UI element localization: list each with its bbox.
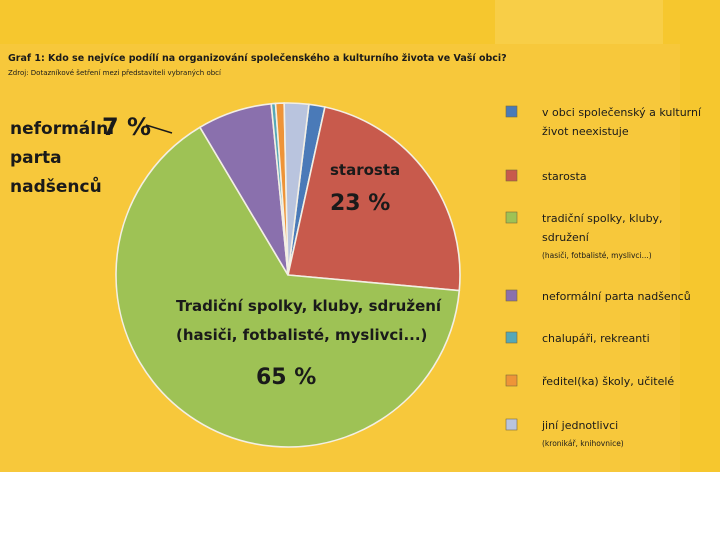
parta-percent: 7 % (102, 113, 151, 141)
legend-label-1-line-1: v obci společenský a kulturní (542, 106, 702, 119)
parta-label-line-2: parta (10, 148, 62, 168)
pie (115, 102, 461, 448)
parta-label-line-1: neformální (10, 119, 115, 139)
spolky-slice-label: Tradiční spolky, kluby, sdružení (176, 297, 442, 315)
chart-title: Graf 1: Kdo se nejvíce podílí na organiz… (8, 53, 507, 64)
spolky-slice-sublabel: (hasiči, fotbalisté, myslivci...) (176, 326, 427, 344)
legend-label-3-line-1: tradiční spolky, kluby, (542, 212, 663, 225)
legend-swatch-2 (505, 169, 518, 182)
parta-label-line-3: nadšenců (10, 175, 102, 197)
legend-label-5-line-1: chalupáři, rekreanti (542, 332, 650, 345)
legend-swatch-6 (505, 374, 518, 387)
legend-sublabel-7: (kronikář, knihovnice) (542, 439, 624, 448)
parta-pointer-line (145, 124, 173, 134)
pie-slice-3 (115, 126, 461, 448)
legend-swatch-5 (505, 331, 518, 344)
legend: v obci společenský a kulturní život neexi… (505, 105, 702, 448)
chart-subtitle: Zdroj: Dotazníkové šetření mezi představ… (8, 69, 222, 77)
legend-swatch-7 (505, 418, 518, 431)
starosta-slice-label: starosta (330, 161, 400, 179)
legend-label-2-line-1: starosta (542, 170, 587, 183)
legend-label-1-line-2: život neexistuje (542, 125, 629, 138)
legend-swatch-1 (505, 105, 518, 118)
legend-label-3-line-2: sdružení (542, 231, 590, 244)
spolky-slice-percent: 65 % (256, 365, 316, 390)
legend-label-7-line-1: jiní jednotlivci (541, 419, 618, 432)
legend-label-6-line-1: ředitel(ka) školy, učitelé (542, 375, 674, 388)
pie-slice-2 (287, 106, 461, 292)
pie-slice-7 (283, 102, 310, 276)
legend-swatch-3 (505, 211, 518, 224)
legend-swatch-4 (505, 289, 518, 302)
legend-sublabel-3: (hasiči, fotbalisté, myslivci...) (542, 251, 652, 260)
legend-label-4-line-1: neformální parta nadšenců (542, 290, 691, 303)
starosta-slice-percent: 23 % (330, 191, 390, 216)
